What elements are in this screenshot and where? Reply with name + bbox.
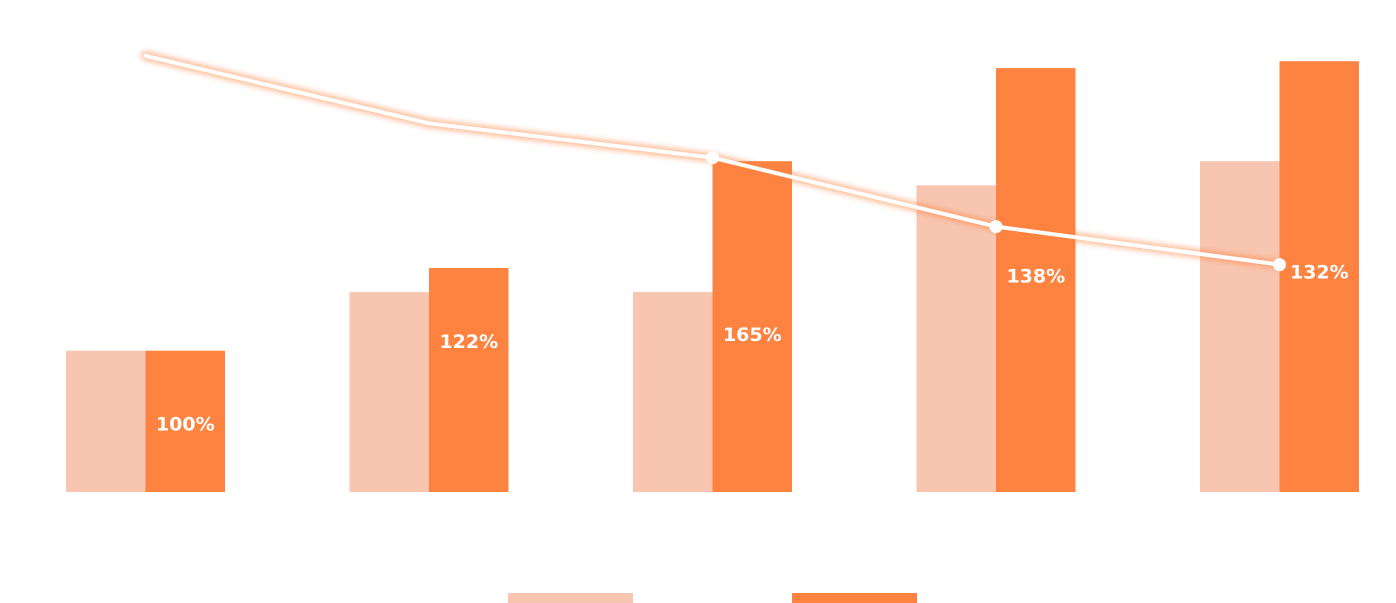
- bars-layer: [66, 61, 1359, 493]
- trend-point-5: [1273, 258, 1286, 272]
- bar-series2-1: [145, 350, 225, 492]
- bar-series1-3: [633, 292, 713, 492]
- bar-series1-5: [1200, 161, 1280, 492]
- bar-series1-2: [349, 292, 429, 492]
- data-label-2: 122%: [439, 331, 498, 353]
- data-labels-layer: 100% 122% 165% 138% 132%: [156, 262, 1349, 436]
- bar-series1-4: [916, 185, 996, 493]
- legend-swatch-1: [508, 593, 633, 603]
- bar-series2-4: [996, 68, 1076, 492]
- legend-swatch-2: [792, 593, 917, 603]
- legend: [508, 593, 917, 603]
- bar-series2-3: [712, 161, 792, 492]
- bar-series1-1: [66, 350, 146, 492]
- bar-series2-5: [1279, 61, 1359, 492]
- data-label-5: 132%: [1290, 262, 1349, 284]
- trend-line-layer: [141, 51, 1286, 272]
- data-label-3: 165%: [723, 324, 782, 346]
- trend-point-4: [989, 220, 1003, 234]
- bar-series2-2: [429, 268, 509, 492]
- trend-point-3: [706, 151, 719, 165]
- data-label-4: 138%: [1006, 266, 1065, 288]
- data-label-1: 100%: [156, 414, 215, 436]
